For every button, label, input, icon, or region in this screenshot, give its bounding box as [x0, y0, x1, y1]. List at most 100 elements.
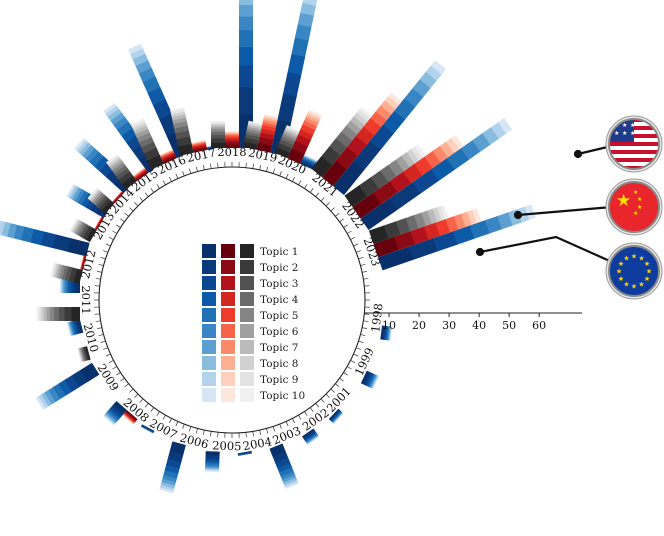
ring-tick: [100, 257, 106, 260]
china-bar-2023-topic-2: [394, 231, 416, 251]
china-bar-2021-topic-8: [380, 100, 396, 115]
eu-bar-2023-topic-7: [427, 208, 438, 224]
ring-tick: [304, 411, 308, 416]
us-bar-1999-topic-3: [365, 372, 374, 387]
eu-bar-2017-topic-7: [171, 113, 187, 121]
eu-bar-2011-topic-5: [49, 307, 55, 321]
eu-bar-2014-topic-3: [96, 195, 109, 209]
us-bar-2022-topic-1: [360, 198, 398, 231]
eu-bar-2015-topic-5: [111, 162, 126, 174]
legend-swatch-greys-10: [240, 388, 254, 402]
us-bar-2011-topic-7: [62, 279, 65, 293]
us-bar-2014-topic-10: [74, 138, 87, 151]
eu-bar-2019-topic-1: [243, 141, 258, 150]
china-bar-2018-topic-1: [225, 144, 239, 148]
china-bar-2016-topic-4: [161, 152, 175, 160]
eu-bar-2023-topic-10: [440, 204, 449, 220]
us-bar-2009-topic-10: [35, 396, 46, 410]
eu-bar-2018-topic-5: [211, 129, 225, 133]
year-label-2017: 2017: [185, 145, 217, 165]
eu-bar-2022-topic-4: [380, 164, 397, 183]
eu-bar-2020-topic-9: [285, 126, 300, 134]
ring-tick: [358, 257, 364, 260]
us-bar-2021-topic-8: [419, 71, 437, 89]
us-bar-2021: [333, 60, 446, 196]
eu-bar-2015: [106, 154, 137, 190]
eu-bar-2011: [36, 307, 80, 321]
eu-bar-2018-topic-7: [211, 125, 225, 128]
ring-tick: [252, 431, 254, 437]
ring-tick: [272, 426, 275, 432]
eu-bar-2017-topic-5: [173, 120, 188, 129]
legend-swatch-blues-5: [202, 308, 216, 322]
eu-bar-2013-topic-5: [75, 221, 85, 236]
us-bar-2016-topic-5: [142, 76, 161, 94]
ring-tick: [360, 263, 366, 266]
us-bar-1999-topic-8: [371, 375, 379, 389]
us-bar-2018-topic-8: [239, 0, 253, 5]
eu-bar-2011-topic-10: [36, 307, 39, 321]
eu-bar-2015-topic-1: [121, 175, 137, 190]
eu-bar-2018-topic-2: [211, 138, 225, 143]
eu-star: ★: [644, 260, 650, 268]
us-bar-2002-topic-7: [306, 434, 319, 444]
us-bar-2014-topic-6: [85, 147, 99, 163]
us-bar-2012-topic-3: [40, 231, 57, 249]
us-bar-2020-topic-10: [304, 154, 318, 162]
us-bar-2015-topic-5: [116, 121, 133, 137]
us-bar-2015-topic-8: [107, 108, 122, 121]
ring-tick: [350, 360, 356, 363]
us-bar-2011-topic-6: [64, 279, 67, 293]
us-bar-1999-topic-4: [366, 373, 375, 387]
us-bar-2003-topic-6: [280, 471, 296, 481]
china-bar-2021-topic-9: [384, 95, 400, 110]
eu-bar-2017-topic-2: [176, 136, 192, 147]
us-bar-2003-topic-2: [272, 451, 289, 464]
eu-bar-2020-topic-10: [286, 125, 300, 133]
china-bar-2023-topic-8: [460, 211, 473, 227]
ring-tick: [364, 285, 370, 287]
eu-bar-2012-topic-2: [68, 267, 78, 283]
eu-bar-2013-topic-3: [79, 224, 90, 239]
us-bar-2011-topic-2: [72, 279, 77, 293]
year-label-2009: 2009: [94, 361, 121, 393]
us-bar-2006-topic-1: [169, 441, 186, 455]
us-bar-2023-topic-7: [497, 212, 513, 230]
us-bar-2002-topic-8: [306, 435, 319, 445]
us-bar-2009-topic-7: [44, 390, 56, 405]
us-bar-2012-topic-1: [67, 238, 90, 257]
us-bar-2023-topic-1: [377, 246, 414, 271]
us-bar-2001-topic-5: [331, 411, 343, 423]
us-bar-2003: [269, 443, 299, 489]
us-bar-2016-topic-10: [128, 43, 143, 55]
ring-tick: [105, 243, 111, 247]
eu-bar-2022-topic-10: [414, 144, 426, 159]
us-bar-2006-topic-4: [164, 464, 180, 475]
us-bar-2010-topic-3: [73, 320, 79, 335]
us-bar-1998: [380, 325, 393, 341]
us-bar-2001-topic-2: [329, 409, 341, 421]
ring-tick: [335, 383, 340, 388]
us-bar-2008-topic-2: [111, 403, 125, 416]
us-bar-2005-topic-3: [205, 458, 220, 462]
legend-label-1: Topic 1: [260, 246, 299, 258]
us-bar-2020: [300, 154, 318, 170]
us-bar-2001-topic-9: [333, 412, 344, 424]
ring-tick: [245, 162, 247, 168]
eu-star: ★: [623, 280, 629, 288]
ring-tick: [339, 377, 344, 382]
eu-bar-2016-topic-10: [130, 118, 145, 127]
china-bar-2020-topic-3: [295, 134, 311, 147]
china-bar-2023-topic-5: [435, 218, 451, 236]
ring-tick: [358, 340, 364, 343]
us-bar-2022-topic-5: [446, 148, 470, 170]
eu-bar-2019-topic-4: [245, 131, 261, 138]
china-bar-2022-topic-8: [439, 141, 455, 158]
ring-tick: [175, 173, 179, 179]
china-bar-2014-topic-5: [112, 191, 123, 203]
eu-bar-2018-topic-3: [211, 134, 225, 139]
us-bar-2010-topic-2: [74, 319, 81, 334]
us-bar-2023: [377, 204, 536, 271]
us-bar-2001: [328, 408, 344, 424]
us-bar-2002-topic-10: [307, 436, 320, 445]
